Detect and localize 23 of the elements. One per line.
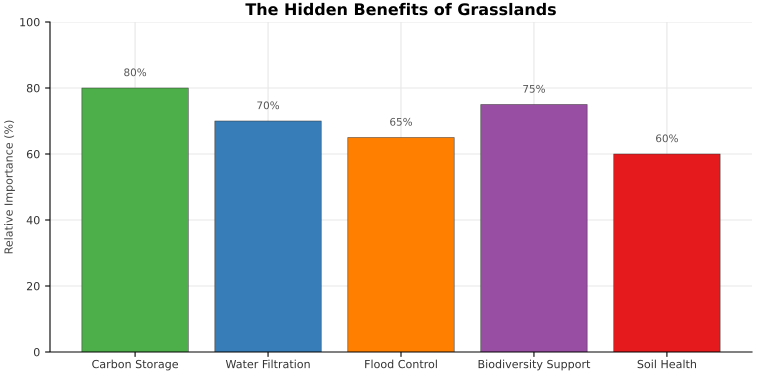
- x-tick-label: Carbon Storage: [92, 360, 178, 370]
- y-tick-label: 0: [34, 348, 40, 356]
- y-axis-title: Relative Importance (%): [4, 120, 15, 254]
- y-tick-label: 80: [26, 84, 40, 92]
- bar: [348, 137, 454, 352]
- y-tick-label: 100: [20, 18, 40, 26]
- x-tick-label: Biodiversity Support: [478, 360, 590, 370]
- x-tick-label: Flood Control: [365, 360, 437, 368]
- y-tick-label: 40: [26, 216, 40, 224]
- chart-title: The Hidden Benefits of Grasslands: [245, 2, 556, 16]
- bar: [480, 104, 588, 352]
- data-label: 70%: [257, 101, 280, 110]
- data-label: 60%: [656, 134, 678, 142]
- data-label: 65%: [390, 118, 412, 126]
- bar: [613, 154, 720, 352]
- x-tick-label: Water Filtration: [226, 360, 310, 368]
- bar: [214, 120, 322, 352]
- x-tick-label: Soil Health: [638, 360, 696, 368]
- y-tick-label: 20: [26, 282, 40, 290]
- bar: [82, 88, 189, 352]
- data-label: 75%: [523, 84, 545, 93]
- y-tick-label: 60: [26, 150, 40, 158]
- data-label: 80%: [124, 68, 146, 76]
